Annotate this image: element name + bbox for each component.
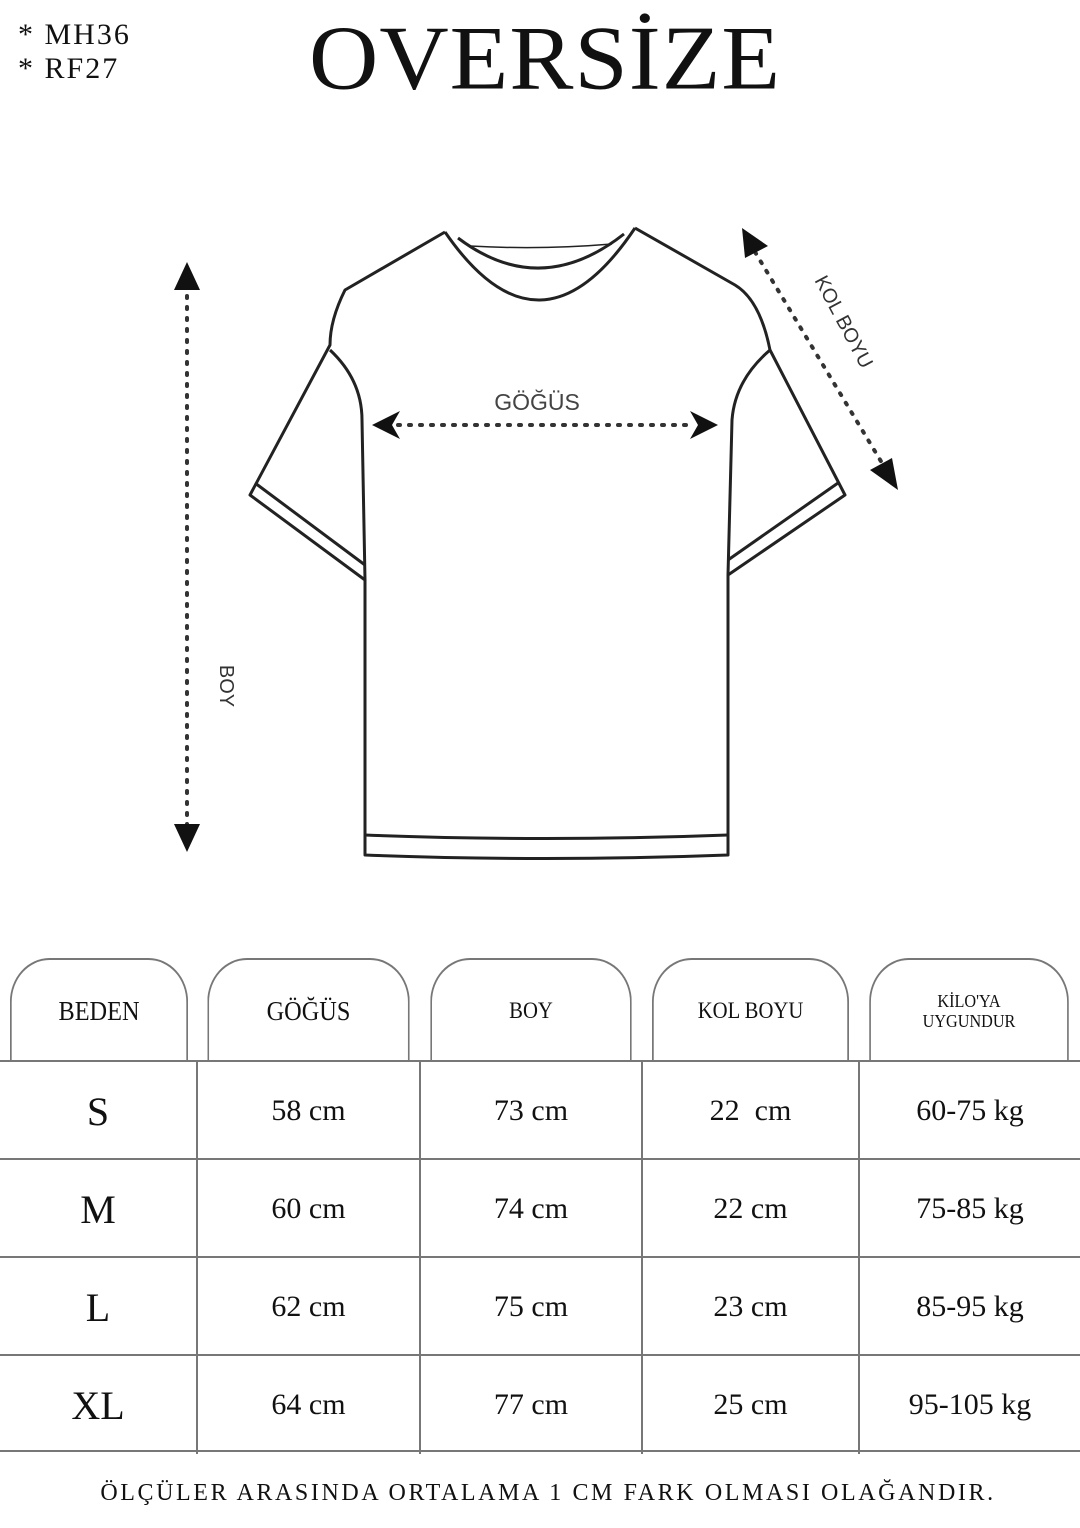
cell-size: XL [71,1382,125,1428]
cell-weight: 75-85 kg [858,1160,1080,1258]
header-length: BOY [430,958,632,1062]
chest-arrow [372,411,718,439]
page-title: OVERSİZE [309,6,781,109]
cell-chest: 58 cm [196,1062,419,1160]
cell-length: 73 cm [419,1062,641,1160]
cell-sleeve: 25 cm [641,1356,858,1454]
table-row: S 58 cm 73 cm 22 cm 60-75 kg [0,1060,1080,1160]
tshirt-diagram: BOY GÖĞÜS KOL BOYU [174,226,898,860]
cell-sleeve: 22 cm [641,1160,858,1258]
cell-chest: 62 cm [196,1258,419,1356]
cell-length: 77 cm [419,1356,641,1454]
length-label: BOY [215,665,237,707]
cell-length: 74 cm [419,1160,641,1258]
footer-note: ÖLÇÜLER ARASINDA ORTALAMA 1 CM FARK OLMA… [100,1480,996,1506]
header-size: BEDEN [9,958,189,1062]
chest-label: GÖĞÜS [494,389,580,415]
product-code: * MH36 [18,18,131,51]
header-sleeve: KOL BOYU [651,958,850,1062]
length-arrow [174,262,200,852]
header-chest: GÖĞÜS [207,958,410,1062]
header-weight: KİLO'YA UYGUNDUR [869,958,1069,1062]
product-codes: * MH36 * RF27 [18,18,131,86]
table-bottom-border [0,1450,1080,1452]
cell-weight: 95-105 kg [858,1356,1080,1454]
cell-size: L [85,1284,111,1330]
sleeve-arrow [742,228,898,490]
cell-chest: 60 cm [196,1160,419,1258]
tshirt-outline [248,226,847,860]
cell-chest: 64 cm [196,1356,419,1454]
cell-length: 75 cm [419,1258,641,1356]
cell-sleeve: 22 cm [641,1062,858,1160]
product-code: * RF27 [18,52,120,85]
table-row: L 62 cm 75 cm 23 cm 85-95 kg [0,1256,1080,1356]
table-row: XL 64 cm 77 cm 25 cm 95-105 kg [0,1354,1080,1454]
table-row: M 60 cm 74 cm 22 cm 75-85 kg [0,1158,1080,1258]
cell-size: S [86,1088,110,1134]
cell-sleeve: 23 cm [641,1258,858,1356]
cell-weight: 85-95 kg [858,1258,1080,1356]
cell-size: M [80,1186,116,1232]
cell-weight: 60-75 kg [858,1062,1080,1160]
